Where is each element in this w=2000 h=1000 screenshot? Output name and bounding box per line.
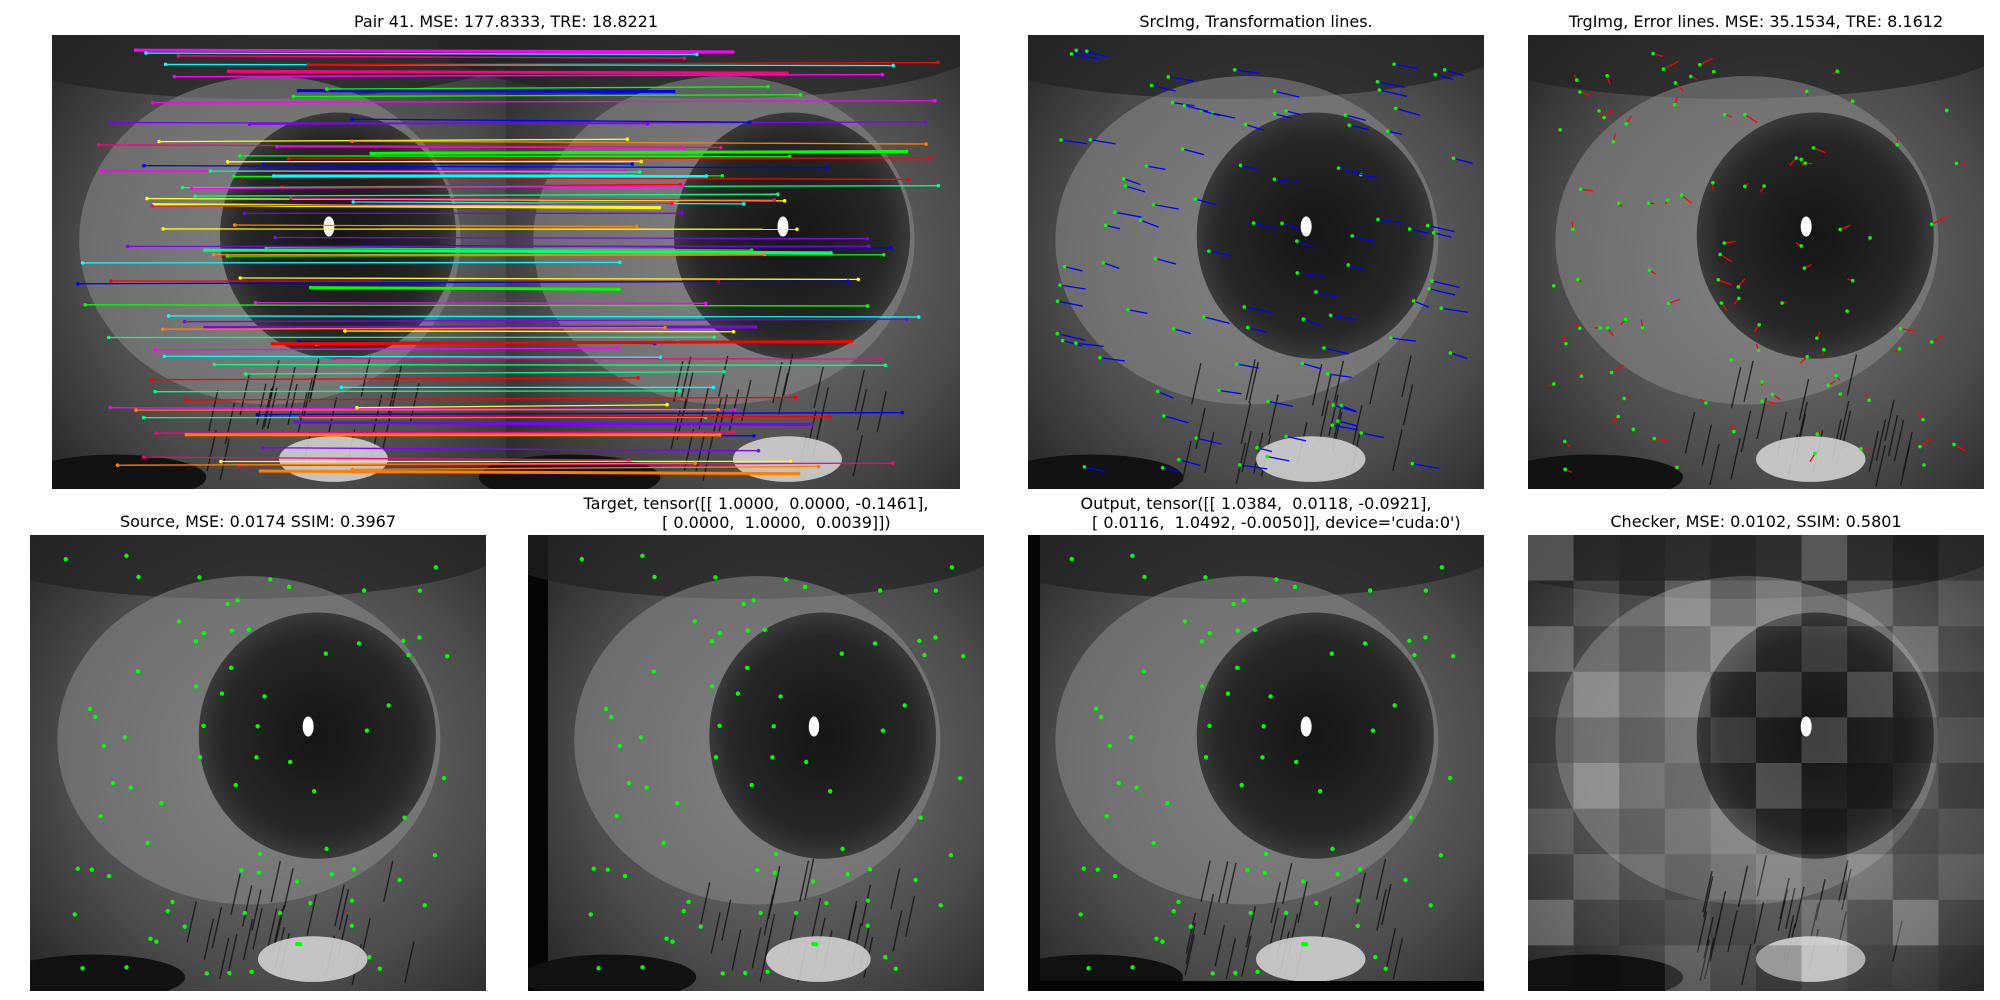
target-keypoints bbox=[579, 553, 966, 976]
target-image bbox=[528, 535, 984, 991]
output-eye bbox=[1028, 535, 1484, 991]
transformation-lines bbox=[1055, 48, 1473, 473]
output-image bbox=[1028, 535, 1484, 991]
target-eye bbox=[528, 535, 984, 991]
output-panel bbox=[1028, 535, 1484, 991]
match-lines bbox=[76, 48, 941, 476]
trg-error-panel bbox=[1528, 35, 1984, 489]
source-panel-title: Source, MSE: 0.0174 SSIM: 0.3967 bbox=[119, 512, 397, 531]
target-panel-title: Target, tensor([[ 1.0000, 0.0000, -0.146… bbox=[583, 494, 929, 532]
source-keypoints bbox=[63, 553, 450, 976]
output-panel-title: Output, tensor([[ 1.0384, 0.0118, -0.092… bbox=[1080, 494, 1461, 532]
match-image bbox=[52, 35, 960, 489]
trg-error-eye bbox=[1528, 35, 1984, 489]
src-transform-image bbox=[1028, 35, 1484, 489]
output-keypoints bbox=[1069, 553, 1456, 976]
trg-error-image bbox=[1528, 35, 1984, 489]
source-eye bbox=[30, 535, 486, 991]
checker-tiles bbox=[1528, 535, 1984, 991]
checker-eye bbox=[1528, 535, 1984, 991]
trg-error-panel-title: TrgImg, Error lines. MSE: 35.1534, TRE: … bbox=[1568, 12, 1944, 31]
checker-image bbox=[1528, 535, 1984, 991]
src-transform-panel-title: SrcImg, Transformation lines. bbox=[1139, 12, 1373, 31]
source-image bbox=[30, 535, 486, 991]
src-transform-panel bbox=[1028, 35, 1484, 489]
error-lines bbox=[1548, 51, 1966, 473]
src-transform-eye bbox=[1028, 35, 1484, 489]
target-panel bbox=[528, 535, 984, 991]
match-panel bbox=[52, 35, 960, 489]
match-panel-title: Pair 41. MSE: 177.8333, TRE: 18.8221 bbox=[353, 12, 659, 31]
checker-panel-title: Checker, MSE: 0.0102, SSIM: 0.5801 bbox=[1610, 512, 1902, 531]
checker-panel bbox=[1528, 535, 1984, 991]
source-panel bbox=[30, 535, 486, 991]
